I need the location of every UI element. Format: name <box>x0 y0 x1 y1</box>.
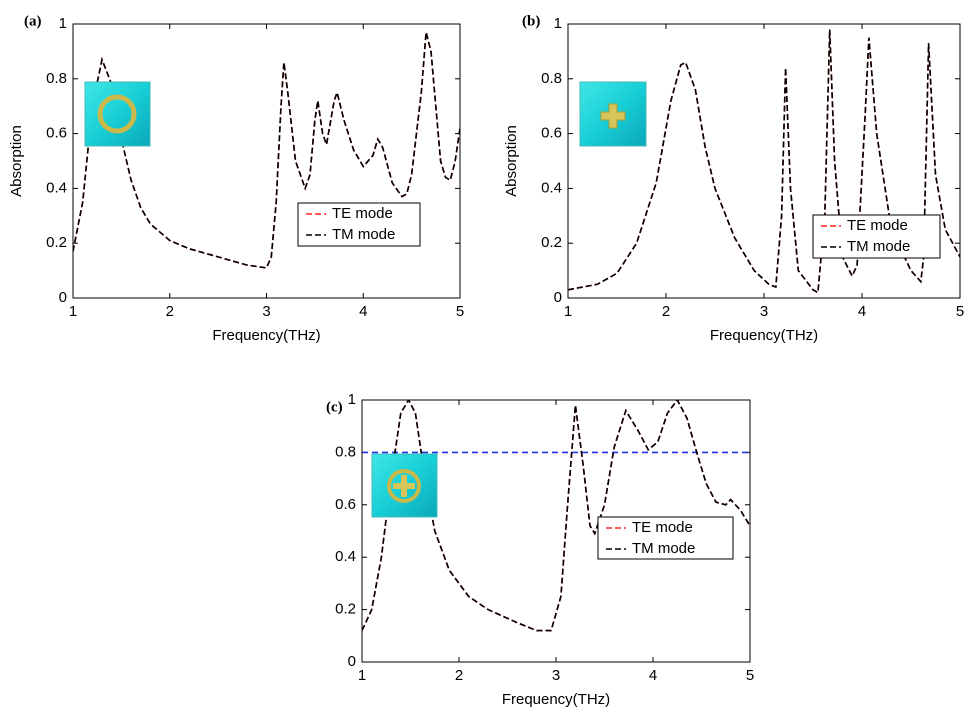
x-tick-label: 5 <box>956 303 964 320</box>
inset-tile <box>84 81 151 147</box>
panel: 1 2 3 4 5 0 0.2 0.4 0.6 0.8 1 (a) Frequency(THz) Abso… <box>8 13 464 344</box>
data-line <box>73 32 460 269</box>
panel-label: (a) <box>24 13 42 29</box>
x-tick-label: 3 <box>760 303 768 320</box>
legend-label: TE mode <box>332 205 393 222</box>
y-tick-label: 0.6 <box>46 125 67 142</box>
x-tick-label: 2 <box>455 667 463 684</box>
inset-ring-shape <box>97 94 137 134</box>
y-tick-label: 0.6 <box>335 496 356 513</box>
data-line <box>362 400 750 632</box>
x-tick-label: 3 <box>552 667 560 684</box>
y-axis-label: Absorption <box>503 125 520 197</box>
y-tick-label: 0 <box>554 289 562 306</box>
x-tick-label: 1 <box>358 667 366 684</box>
x-tick-label: 2 <box>166 303 174 320</box>
inset-ring-cross <box>371 453 438 518</box>
y-tick-label: 1 <box>554 15 562 32</box>
legend-box <box>812 214 941 259</box>
legend-label: TE mode <box>847 217 908 234</box>
y-tick-label: 0.2 <box>46 234 67 251</box>
x-axis-label: Frequency(THz) <box>212 327 320 344</box>
y-tick-label: 0.8 <box>46 70 67 87</box>
x-tick-label: 4 <box>359 303 367 320</box>
x-tick-label: 5 <box>746 667 754 684</box>
x-tick-label: 1 <box>69 303 77 320</box>
y-tick-label: 0.6 <box>541 125 562 142</box>
legend: TE mode TM mode <box>297 202 421 247</box>
y-tick-label: 0.4 <box>46 179 67 196</box>
panel: 1 2 3 4 5 0 0.2 0.4 0.6 0.8 1 (c) Frequency(THz) TE m… <box>326 391 754 708</box>
y-tick-label: 1 <box>59 15 67 32</box>
y-tick-label: 0.2 <box>541 234 562 251</box>
inset-cross-shape <box>600 103 626 129</box>
legend-label: TM mode <box>332 226 395 243</box>
y-tick-label: 0.4 <box>335 548 356 565</box>
inset-ring <box>84 81 151 147</box>
panel: 1 2 3 4 5 0 0.2 0.4 0.6 0.8 1 (b) Frequency(THz) Abso… <box>503 13 964 344</box>
inset-cross-shape <box>393 475 415 497</box>
plot-area <box>73 24 460 298</box>
axes-box <box>361 399 751 663</box>
y-tick-label: 0 <box>348 653 356 670</box>
y-tick-label: 0 <box>59 289 67 306</box>
panel-label: (c) <box>326 399 343 415</box>
legend: TE mode TM mode <box>812 214 941 259</box>
y-axis-label: Absorption <box>8 125 25 197</box>
axes-box <box>567 23 961 299</box>
y-tick-label: 0.8 <box>335 443 356 460</box>
y-tick-label: 0.4 <box>541 179 562 196</box>
x-axis-label: Frequency(THz) <box>710 327 818 344</box>
legend-label: TE mode <box>632 519 693 536</box>
y-tick-label: 1 <box>348 391 356 408</box>
y-tick-label: 0.2 <box>335 601 356 618</box>
x-tick-label: 4 <box>649 667 657 684</box>
x-tick-label: 1 <box>564 303 572 320</box>
legend-box <box>297 202 421 247</box>
legend-box <box>597 516 734 560</box>
x-tick-label: 5 <box>456 303 464 320</box>
y-tick-label: 0.8 <box>541 70 562 87</box>
data-line <box>568 29 960 294</box>
x-tick-label: 2 <box>662 303 670 320</box>
legend-label: TM mode <box>632 540 695 557</box>
legend: TE mode TM mode <box>597 516 734 560</box>
inset-cross <box>579 81 647 147</box>
panel-label: (b) <box>522 13 540 29</box>
x-tick-label: 3 <box>262 303 270 320</box>
inset-ring-shape <box>387 469 421 503</box>
legend-label: TM mode <box>847 238 910 255</box>
axes-box <box>72 23 461 299</box>
x-axis-label: Frequency(THz) <box>502 691 610 708</box>
x-tick-label: 4 <box>858 303 866 320</box>
